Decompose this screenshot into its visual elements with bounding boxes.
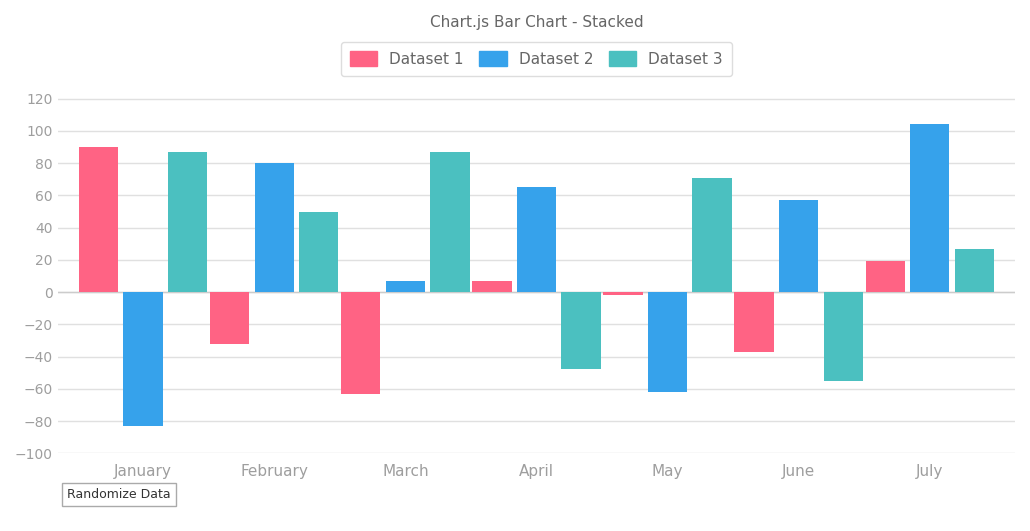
Bar	[517, 187, 556, 292]
Bar	[431, 152, 470, 292]
Legend: Dataset 1, Dataset 2, Dataset 3: Dataset 1, Dataset 2, Dataset 3	[341, 42, 732, 76]
Bar	[124, 292, 163, 426]
Bar	[648, 292, 687, 392]
Bar	[865, 261, 905, 292]
Bar	[824, 292, 863, 381]
Bar	[168, 152, 207, 292]
Bar	[472, 281, 512, 292]
Bar	[341, 292, 380, 393]
Bar	[385, 281, 425, 292]
Bar	[561, 292, 600, 370]
Bar	[779, 200, 818, 292]
Bar	[254, 163, 294, 292]
Bar	[911, 124, 950, 292]
Bar	[210, 292, 249, 344]
Bar	[604, 292, 643, 295]
Bar	[955, 249, 994, 292]
Bar	[692, 178, 731, 292]
Bar	[734, 292, 774, 352]
Bar	[79, 147, 118, 292]
Title: Chart.js Bar Chart - Stacked: Chart.js Bar Chart - Stacked	[430, 15, 644, 30]
Text: Randomize Data: Randomize Data	[67, 488, 171, 501]
Bar	[299, 211, 339, 292]
